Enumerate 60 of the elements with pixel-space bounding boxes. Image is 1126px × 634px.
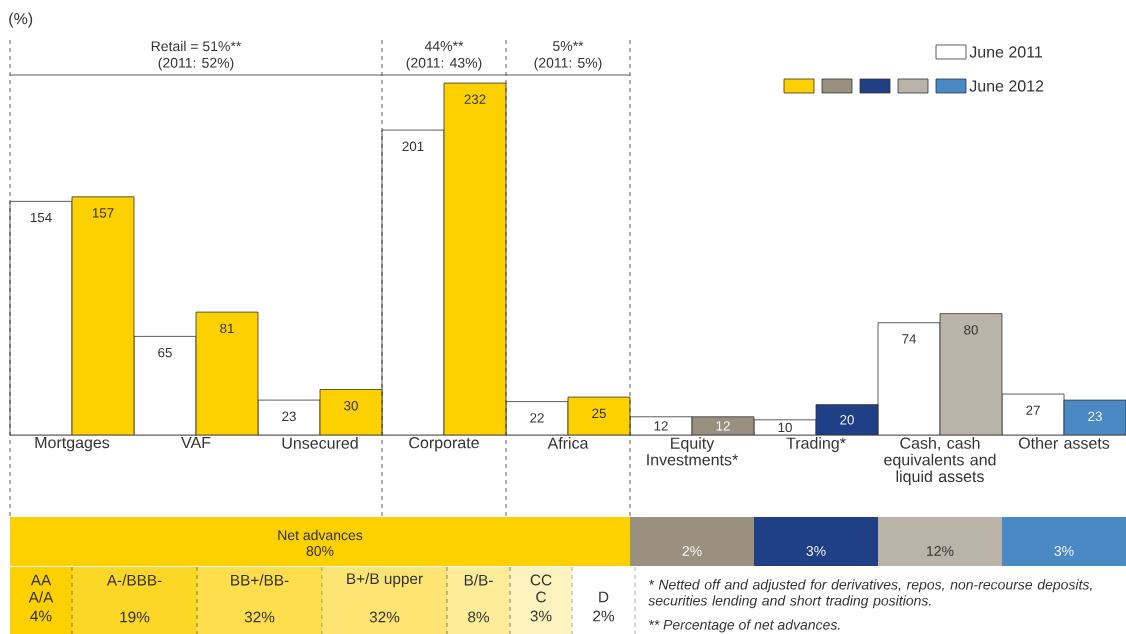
text: BB+/BB- — [231, 574, 289, 586]
x-tick-label: Equity Investments* — [647, 437, 738, 466]
data-label: 154 — [30, 212, 52, 223]
text: AA — [30, 574, 52, 586]
text: 12% — [927, 546, 954, 556]
data-label: 157 — [92, 208, 114, 218]
x-tick-label: Corporate — [409, 437, 479, 452]
x-tick-label: Africa — [547, 437, 589, 449]
text: 32% — [244, 611, 275, 623]
data-label: 81 — [220, 323, 234, 334]
x-tick-label: Unsecured — [282, 437, 358, 449]
text: Retail = 51%** — [151, 40, 242, 52]
legend-label: June 2012 — [969, 80, 1044, 92]
x-tick-label: Other assets — [1018, 437, 1110, 449]
text: 32% — [369, 611, 400, 623]
text: 3% — [530, 610, 552, 622]
text: (2011: 43%) — [406, 57, 482, 71]
x-tick-label: Cash, cash equivalents and liquid assets — [884, 437, 996, 486]
text: 8% — [468, 611, 490, 623]
text: A/A — [28, 591, 54, 603]
text: 2% — [682, 546, 702, 556]
data-label: 74 — [902, 334, 917, 344]
x-tick-label: Trading* — [786, 437, 846, 452]
text: B+/B upper — [347, 572, 423, 588]
text: (2011: 52%) — [158, 57, 234, 71]
data-label: 23 — [1088, 411, 1102, 422]
text: 3% — [1054, 546, 1074, 556]
text: 3% — [806, 546, 826, 556]
text: A-/BBB- — [106, 574, 162, 586]
data-label: 27 — [1026, 405, 1040, 415]
text: CC — [530, 574, 552, 586]
data-label: 23 — [282, 411, 296, 422]
text: 80% — [306, 546, 334, 556]
text: D — [599, 591, 609, 603]
data-label: 25 — [592, 408, 606, 419]
text: (2011: 5%) — [534, 57, 602, 71]
data-label: 201 — [402, 141, 424, 152]
text: 19% — [120, 611, 150, 623]
text: 5%** — [553, 41, 584, 51]
text: 2% — [593, 610, 615, 622]
data-label: 80 — [964, 325, 978, 335]
x-tick-label: Mortgages — [35, 437, 110, 452]
data-label: 65 — [158, 347, 172, 358]
text: 44%** — [424, 41, 464, 51]
data-label: 232 — [464, 94, 486, 104]
text: 4% — [30, 610, 52, 622]
data-label: 20 — [840, 415, 854, 425]
legend-label: June 2011 — [969, 46, 1043, 58]
y-axis-title: (%) — [9, 12, 33, 28]
text: B/B- — [464, 574, 493, 586]
data-label: 22 — [530, 413, 544, 423]
data-label: 30 — [344, 401, 358, 411]
text: * Netted off and adjusted for derivatives, repos, non-recourse deposits, securities lending and short trading positions. — [648, 579, 1092, 609]
text: C — [536, 591, 546, 603]
data-label: 12 — [654, 421, 668, 431]
data-label: 12 — [716, 421, 730, 431]
data-label: 10 — [778, 422, 792, 433]
text: Net advances — [278, 529, 363, 541]
text: ** Percentage of net advances. — [649, 619, 840, 633]
x-tick-label: VAF — [181, 437, 211, 449]
